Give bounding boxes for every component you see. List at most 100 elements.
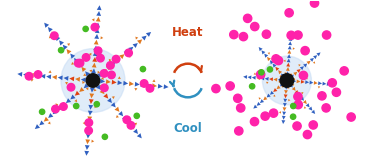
Circle shape xyxy=(51,32,58,39)
Polygon shape xyxy=(284,94,288,98)
Polygon shape xyxy=(281,73,285,78)
Polygon shape xyxy=(288,41,292,45)
Polygon shape xyxy=(297,93,301,97)
Polygon shape xyxy=(308,107,312,111)
Polygon shape xyxy=(270,60,274,64)
Polygon shape xyxy=(85,145,90,150)
Polygon shape xyxy=(269,77,273,81)
Polygon shape xyxy=(52,75,57,80)
Polygon shape xyxy=(93,45,98,50)
Circle shape xyxy=(83,26,88,32)
Circle shape xyxy=(310,0,319,7)
Polygon shape xyxy=(83,73,86,76)
Circle shape xyxy=(212,85,220,93)
Polygon shape xyxy=(103,93,108,99)
Circle shape xyxy=(134,113,139,118)
Polygon shape xyxy=(285,76,289,80)
Polygon shape xyxy=(284,72,287,75)
Polygon shape xyxy=(106,79,111,84)
Polygon shape xyxy=(273,95,275,97)
Polygon shape xyxy=(300,97,304,101)
Polygon shape xyxy=(96,11,101,16)
Polygon shape xyxy=(268,52,270,55)
Circle shape xyxy=(108,71,115,79)
Polygon shape xyxy=(292,87,296,91)
Polygon shape xyxy=(115,58,120,63)
Polygon shape xyxy=(118,80,122,85)
Circle shape xyxy=(267,67,273,72)
Polygon shape xyxy=(318,81,322,85)
Polygon shape xyxy=(31,79,34,82)
Polygon shape xyxy=(93,51,98,56)
Polygon shape xyxy=(266,94,271,98)
Polygon shape xyxy=(257,102,261,106)
Polygon shape xyxy=(92,57,97,62)
Polygon shape xyxy=(78,62,83,68)
Polygon shape xyxy=(91,74,96,79)
Polygon shape xyxy=(279,111,281,114)
Circle shape xyxy=(140,66,146,72)
Polygon shape xyxy=(305,77,308,79)
Polygon shape xyxy=(282,112,286,115)
Polygon shape xyxy=(253,105,257,109)
Polygon shape xyxy=(92,18,94,21)
Polygon shape xyxy=(137,133,142,138)
Polygon shape xyxy=(87,116,92,121)
Circle shape xyxy=(34,71,42,78)
Polygon shape xyxy=(101,77,104,80)
Polygon shape xyxy=(264,54,268,58)
Polygon shape xyxy=(48,70,51,73)
Polygon shape xyxy=(87,128,91,133)
Polygon shape xyxy=(303,63,307,67)
Polygon shape xyxy=(106,65,111,70)
Polygon shape xyxy=(252,76,256,80)
Polygon shape xyxy=(146,32,151,37)
Polygon shape xyxy=(122,115,127,121)
Polygon shape xyxy=(94,105,97,108)
Circle shape xyxy=(291,103,296,109)
Polygon shape xyxy=(301,92,304,94)
Polygon shape xyxy=(318,86,320,88)
Circle shape xyxy=(274,57,283,65)
Polygon shape xyxy=(263,96,267,100)
Polygon shape xyxy=(260,77,264,80)
Polygon shape xyxy=(283,107,287,111)
Polygon shape xyxy=(288,37,292,41)
Circle shape xyxy=(125,49,132,57)
Polygon shape xyxy=(64,76,68,81)
Polygon shape xyxy=(62,102,67,107)
Circle shape xyxy=(262,56,311,105)
Polygon shape xyxy=(327,82,331,86)
Polygon shape xyxy=(95,23,100,27)
Polygon shape xyxy=(93,76,98,81)
Circle shape xyxy=(328,79,336,87)
Polygon shape xyxy=(299,64,301,66)
Circle shape xyxy=(85,127,92,134)
Polygon shape xyxy=(35,73,40,78)
Circle shape xyxy=(76,59,84,67)
Polygon shape xyxy=(286,63,290,67)
Circle shape xyxy=(85,119,93,126)
Polygon shape xyxy=(85,71,90,76)
Polygon shape xyxy=(100,79,105,84)
Polygon shape xyxy=(284,60,286,62)
Polygon shape xyxy=(310,58,314,62)
Circle shape xyxy=(303,130,311,139)
Polygon shape xyxy=(262,50,265,54)
Polygon shape xyxy=(48,121,51,124)
Circle shape xyxy=(123,116,131,123)
Polygon shape xyxy=(96,85,101,90)
Polygon shape xyxy=(135,88,138,91)
Polygon shape xyxy=(292,79,296,83)
Polygon shape xyxy=(296,69,301,73)
Polygon shape xyxy=(83,122,85,125)
Polygon shape xyxy=(276,67,279,71)
Polygon shape xyxy=(287,54,291,58)
Circle shape xyxy=(140,80,148,87)
Circle shape xyxy=(285,9,293,17)
Polygon shape xyxy=(152,79,155,82)
Polygon shape xyxy=(307,61,311,65)
Polygon shape xyxy=(286,80,290,84)
Polygon shape xyxy=(48,113,53,118)
Polygon shape xyxy=(313,55,317,59)
